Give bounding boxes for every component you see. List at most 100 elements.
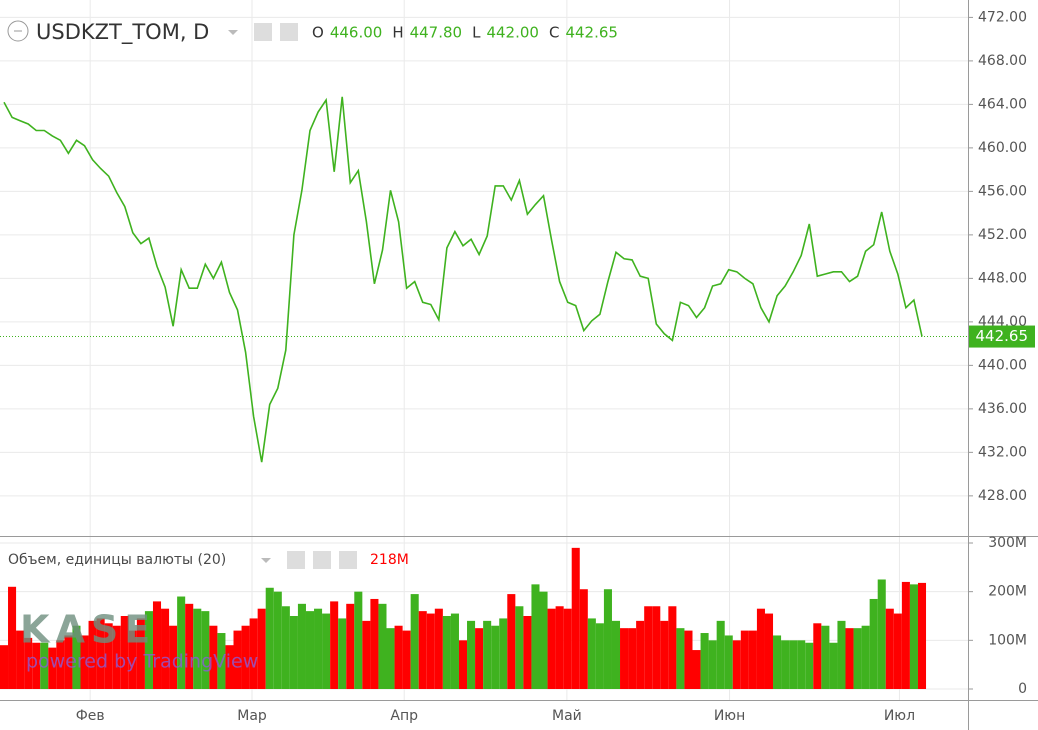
volume-bar (128, 630, 137, 690)
eye-button[interactable] (254, 23, 272, 41)
volume-bar (644, 606, 653, 690)
volume-bar (491, 625, 500, 690)
watermark: KASE powered by TradingView (20, 608, 258, 673)
volume-bar (450, 613, 459, 690)
ohlc-value: 442.65 (565, 24, 618, 42)
volume-bar (96, 618, 105, 690)
volume-bar (136, 618, 145, 690)
y-tick-label: 468.00 (978, 53, 1027, 69)
volume-bar (636, 620, 645, 690)
volume-bar (442, 615, 451, 690)
close-button[interactable] (339, 551, 357, 569)
volume-bar (652, 606, 661, 690)
volume-bar (370, 598, 379, 690)
volume-bar (748, 630, 757, 690)
ohlc-name: C (549, 24, 559, 42)
eye-button[interactable] (287, 551, 305, 569)
volume-bar (845, 628, 854, 690)
volume-bar (281, 606, 290, 690)
volume-bar (579, 589, 588, 690)
x-tick-label: Май (552, 708, 582, 724)
volume-bar (869, 598, 878, 690)
volume-bar (829, 642, 838, 690)
volume-bar (0, 645, 9, 690)
volume-bar (161, 608, 170, 690)
y-tick-label: 200M (988, 584, 1027, 600)
x-tick-label: Фев (76, 708, 105, 724)
volume-bar (837, 620, 846, 690)
volume-bar (628, 628, 637, 690)
dropdown-arrow[interactable] (261, 558, 271, 563)
volume-bar (72, 625, 81, 690)
volume-bar (507, 594, 516, 690)
y-tick-label: 436.00 (978, 401, 1027, 417)
volume-bar (523, 615, 532, 690)
volume-bar (893, 613, 902, 690)
dropdown-arrow[interactable] (228, 30, 238, 35)
settings-button[interactable] (280, 23, 298, 41)
volume-bar (716, 620, 725, 690)
volume-bar (193, 608, 202, 690)
volume-bar (32, 642, 41, 690)
volume-bar (322, 613, 331, 690)
volume-header: Объем, единицы валюты (20) 218M (8, 551, 409, 569)
volume-bar (917, 582, 927, 690)
volume-bar (797, 640, 806, 690)
volume-bar (354, 591, 363, 690)
volume-bar (305, 611, 315, 690)
ohlc-name: O (312, 24, 324, 42)
volume-bar (80, 635, 89, 690)
volume-bar (338, 618, 347, 690)
volume-bar (314, 608, 323, 690)
volume-bar (789, 640, 798, 690)
volume-bar (555, 606, 564, 690)
volume-bar (901, 581, 910, 690)
y-tick-label: 472.00 (978, 9, 1027, 25)
ohlc-value: 446.00 (330, 24, 383, 42)
volume-bar (64, 635, 73, 690)
volume-bar (587, 618, 596, 690)
y-tick-label: 456.00 (978, 183, 1027, 199)
volume-bar (418, 611, 427, 690)
y-tick-label: 300M (988, 535, 1027, 551)
y-tick-label: 428.00 (978, 488, 1027, 504)
volume-bar (740, 630, 749, 690)
volume-bar (732, 640, 741, 690)
price-line (3, 96, 923, 463)
volume-bar (362, 620, 371, 690)
volume-bar (152, 601, 162, 690)
y-tick-label: 448.00 (978, 270, 1027, 286)
volume-bar (563, 608, 572, 690)
volume-bar (112, 625, 121, 690)
volume-bar (483, 620, 492, 690)
x-tick-label: Мар (237, 708, 267, 724)
collapse-button[interactable] (7, 20, 29, 42)
volume-bar (620, 628, 629, 690)
volume-bar (764, 613, 774, 690)
y-tick-label: 440.00 (978, 357, 1027, 373)
volume-bar (48, 647, 57, 690)
volume-bar (684, 630, 693, 690)
volume-bar (475, 628, 484, 690)
volume-bar (821, 625, 830, 690)
x-tick-label: Июл (884, 708, 915, 724)
volume-bar (708, 640, 717, 690)
settings-button[interactable] (313, 551, 331, 569)
volume-bar (467, 620, 476, 690)
volume-bar (877, 579, 886, 690)
volume-bar (185, 603, 194, 690)
volume-bar (805, 642, 814, 690)
volume-bar (249, 618, 258, 690)
volume-bar (909, 584, 918, 690)
volume-bar (700, 633, 709, 690)
marks (0, 96, 968, 690)
ohlc-readout: O 446.00 H 447.80 L 442.00 C 442.65 (312, 24, 618, 42)
volume-title: Объем, единицы валюты (20) (8, 552, 226, 568)
volume-bar (611, 620, 621, 690)
volume-bar (273, 591, 282, 690)
last-price-box (969, 325, 1035, 348)
volume-bar (539, 591, 548, 690)
volume-bar (16, 630, 25, 690)
volume-bar (177, 596, 186, 690)
